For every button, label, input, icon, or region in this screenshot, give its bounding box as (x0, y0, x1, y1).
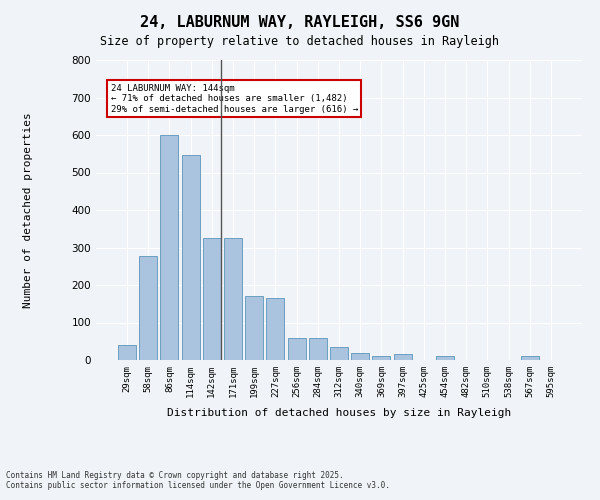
Bar (521, 356, 539, 360)
Bar (139, 256, 157, 360)
Y-axis label: Number of detached properties: Number of detached properties (23, 112, 33, 308)
Bar (351, 352, 369, 360)
Text: 24 LABURNUM WAY: 144sqm
← 71% of detached houses are smaller (1,482)
29% of semi: 24 LABURNUM WAY: 144sqm ← 71% of detache… (110, 84, 358, 114)
Bar (224, 238, 242, 360)
Bar (373, 356, 391, 360)
Text: Size of property relative to detached houses in Rayleigh: Size of property relative to detached ho… (101, 35, 499, 48)
Bar (160, 135, 178, 360)
Bar (309, 338, 327, 360)
Text: 24, LABURNUM WAY, RAYLEIGH, SS6 9GN: 24, LABURNUM WAY, RAYLEIGH, SS6 9GN (140, 15, 460, 30)
Bar (394, 354, 412, 360)
Bar (330, 347, 348, 360)
Bar (245, 296, 263, 360)
Bar (118, 345, 136, 360)
Bar (436, 356, 454, 360)
X-axis label: Distribution of detached houses by size in Rayleigh: Distribution of detached houses by size … (167, 408, 511, 418)
Bar (266, 298, 284, 360)
Bar (287, 338, 305, 360)
Text: Contains HM Land Registry data © Crown copyright and database right 2025.
Contai: Contains HM Land Registry data © Crown c… (6, 470, 390, 490)
Bar (182, 154, 200, 360)
Bar (203, 238, 221, 360)
